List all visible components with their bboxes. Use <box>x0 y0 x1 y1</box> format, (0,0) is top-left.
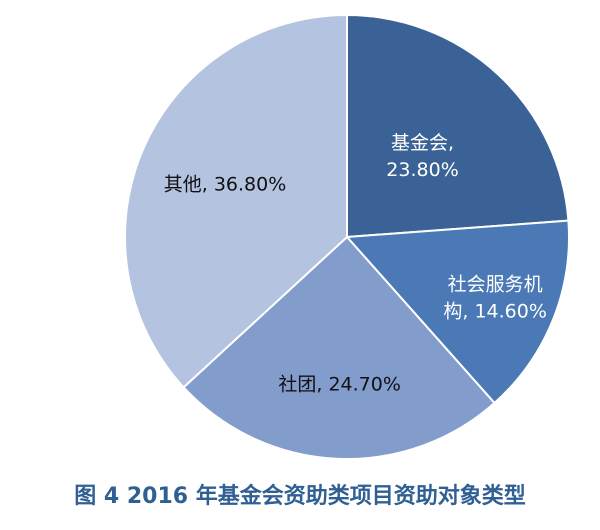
slice-label-3: 社团, 24.70% <box>278 373 401 395</box>
slice-label-line: 社会服务机 <box>448 274 543 296</box>
pie-slice-2 <box>344 219 570 405</box>
slice-label-line: 其他, 36.80% <box>164 173 287 195</box>
pie-slice-1 <box>346 13 570 239</box>
slice-label-line: 基金会, <box>391 132 454 154</box>
pie-chart: 基金会, 23.80% 社会服务机构, 14.60% 社团, 24.70% 其他, 36… <box>124 13 570 460</box>
slice-label-1: 基金会, 23.80% <box>386 132 458 181</box>
slice-label-line: 社团, 24.70% <box>278 373 401 395</box>
slice-label-4: 其他, 36.80% <box>164 173 287 195</box>
slice-label-2: 社会服务机构, 14.60% <box>443 274 547 323</box>
slice-label-line: 构, 14.60% <box>443 301 547 323</box>
slice-label-line: 23.80% <box>386 159 458 181</box>
figure-caption: 图 4 2016 年基金会资助类项目资助对象类型 <box>74 484 526 509</box>
pie-slice-4 <box>124 13 348 389</box>
pie-slice-3 <box>182 235 496 460</box>
